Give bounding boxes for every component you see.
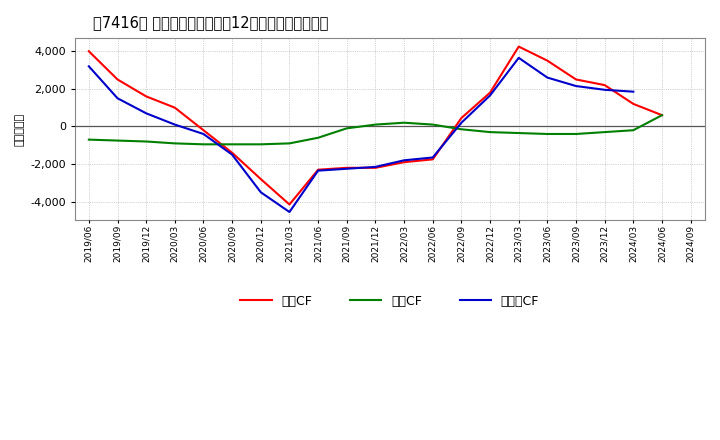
フリーCF xyxy=(371,164,379,169)
営業CF xyxy=(343,165,351,170)
フリーCF xyxy=(228,152,236,158)
営業CF xyxy=(314,167,323,172)
営業CF xyxy=(572,77,580,82)
営業CF xyxy=(142,94,150,99)
営業CF xyxy=(543,58,552,63)
営業CF xyxy=(84,49,93,54)
投資CF xyxy=(228,142,236,147)
Line: 営業CF: 営業CF xyxy=(89,47,662,205)
フリーCF xyxy=(400,158,408,163)
Legend: 営業CF, 投資CF, フリーCF: 営業CF, 投資CF, フリーCF xyxy=(235,290,544,313)
Y-axis label: （百万円）: （百万円） xyxy=(15,113,25,146)
フリーCF xyxy=(457,120,466,125)
営業CF xyxy=(514,44,523,49)
フリーCF xyxy=(84,64,93,69)
営業CF xyxy=(371,165,379,170)
フリーCF xyxy=(343,166,351,172)
フリーCF xyxy=(543,75,552,80)
営業CF xyxy=(486,90,495,95)
投資CF xyxy=(600,129,609,135)
フリーCF xyxy=(256,190,265,195)
フリーCF xyxy=(199,132,208,137)
投資CF xyxy=(256,142,265,147)
投資CF xyxy=(428,122,437,127)
投資CF xyxy=(199,142,208,147)
フリーCF xyxy=(572,84,580,89)
Text: 7416、 キャッシュフローの12か月移動合計の推移: 7416、 キャッシュフローの12か月移動合計の推移 xyxy=(94,15,329,30)
投資CF xyxy=(371,122,379,127)
フリーCF xyxy=(113,95,122,101)
フリーCF xyxy=(314,168,323,173)
投資CF xyxy=(486,129,495,135)
投資CF xyxy=(457,127,466,132)
営業CF xyxy=(285,202,294,207)
フリーCF xyxy=(285,209,294,215)
投資CF xyxy=(285,141,294,146)
投資CF xyxy=(113,138,122,143)
営業CF xyxy=(400,160,408,165)
Line: フリーCF: フリーCF xyxy=(89,58,634,212)
営業CF xyxy=(428,157,437,162)
フリーCF xyxy=(514,55,523,60)
投資CF xyxy=(629,128,638,133)
投資CF xyxy=(514,130,523,136)
営業CF xyxy=(171,105,179,110)
フリーCF xyxy=(486,93,495,98)
フリーCF xyxy=(142,111,150,116)
投資CF xyxy=(657,113,666,118)
Line: 投資CF: 投資CF xyxy=(89,115,662,144)
営業CF xyxy=(113,77,122,82)
投資CF xyxy=(543,132,552,137)
フリーCF xyxy=(600,87,609,92)
営業CF xyxy=(629,101,638,106)
投資CF xyxy=(400,120,408,125)
営業CF xyxy=(657,113,666,118)
投資CF xyxy=(84,137,93,142)
フリーCF xyxy=(428,155,437,160)
投資CF xyxy=(343,126,351,131)
投資CF xyxy=(572,132,580,137)
フリーCF xyxy=(171,122,179,127)
投資CF xyxy=(314,135,323,140)
営業CF xyxy=(228,150,236,155)
営業CF xyxy=(199,128,208,133)
営業CF xyxy=(600,82,609,88)
投資CF xyxy=(142,139,150,144)
営業CF xyxy=(256,176,265,182)
投資CF xyxy=(171,141,179,146)
営業CF xyxy=(457,115,466,121)
フリーCF xyxy=(629,89,638,94)
